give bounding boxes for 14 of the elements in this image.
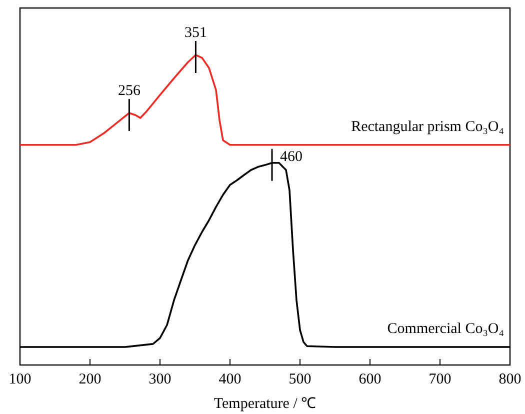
x-tick-label: 700 [428,372,452,388]
series-label: Rectangular prism Co₃O₄ [351,118,504,135]
series-label: Commercial Co₃O₄ [387,321,504,338]
x-tick-label: 500 [288,372,312,388]
x-axis-title: Temperature / ℃ [214,396,316,412]
x-tick-label: 600 [358,372,382,388]
x-tick-label: 200 [78,372,102,388]
x-tick-label: 300 [148,372,172,388]
x-tick-label: 400 [218,372,242,388]
x-tick-label: 100 [8,372,32,388]
annotation: 256 [118,82,141,99]
x-tick-label: 800 [498,372,522,388]
annotation: 351 [184,25,207,41]
annotation: 460 [280,148,302,165]
